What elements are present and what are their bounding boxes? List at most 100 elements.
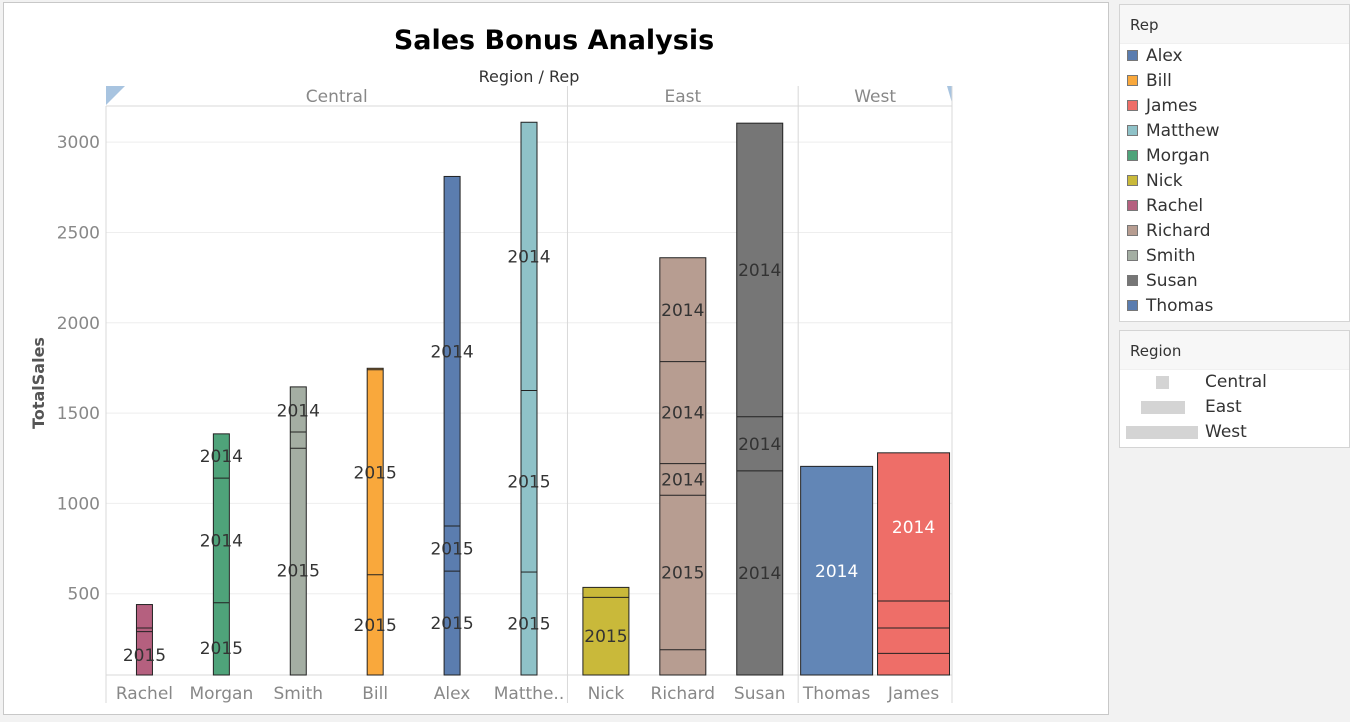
bar-data-label: 2014 bbox=[507, 247, 550, 267]
color-swatch bbox=[1127, 300, 1138, 311]
region-legend: Region Central East West bbox=[1119, 330, 1350, 448]
color-swatch bbox=[1127, 250, 1138, 261]
x-tick-label: Smith bbox=[274, 684, 324, 704]
x-tick-label: James bbox=[887, 684, 939, 704]
rep-legend-item[interactable]: Matthew bbox=[1120, 119, 1349, 144]
color-swatch bbox=[1127, 100, 1138, 111]
color-swatch bbox=[1127, 175, 1138, 186]
bar-data-label: 2015 bbox=[661, 564, 704, 584]
bar-data-label: 2015 bbox=[123, 646, 166, 666]
color-swatch bbox=[1127, 50, 1138, 61]
rep-legend-label: Morgan bbox=[1146, 146, 1210, 166]
color-swatch bbox=[1127, 150, 1138, 161]
x-tick-label: Alex bbox=[434, 684, 471, 704]
rep-legend-label: Nick bbox=[1146, 171, 1183, 191]
region-legend-item[interactable]: East bbox=[1120, 395, 1349, 420]
rep-legend-label: Smith bbox=[1146, 246, 1196, 266]
bar-data-label: 2015 bbox=[584, 627, 627, 647]
bar-susan bbox=[736, 122, 784, 676]
bar-richard bbox=[659, 257, 707, 676]
x-tick-label: Morgan bbox=[189, 684, 253, 704]
y-tick-label: 2500 bbox=[57, 223, 100, 243]
rep-legend-item[interactable]: Richard bbox=[1120, 219, 1349, 244]
region-legend-items: Central East West bbox=[1120, 370, 1349, 445]
x-tick-label: Susan bbox=[734, 684, 786, 704]
x-tick-label: Richard bbox=[651, 684, 716, 704]
color-swatch bbox=[1127, 75, 1138, 86]
bar-data-label: 2014 bbox=[661, 301, 704, 321]
rep-legend-label: Alex bbox=[1146, 46, 1183, 66]
rep-legend-item[interactable]: Alex bbox=[1120, 44, 1349, 69]
y-tick-label: 1500 bbox=[57, 404, 100, 424]
bar-smith bbox=[289, 386, 307, 676]
bar-james bbox=[877, 452, 951, 676]
bar-data-label: 2014 bbox=[815, 562, 858, 582]
chart-panel: Sales Bonus Analysis Region / Rep TotalSal… bbox=[3, 2, 1109, 715]
bar-data-label: 2014 bbox=[738, 564, 781, 584]
region-header-west: West bbox=[854, 87, 896, 107]
region-legend-item[interactable]: Central bbox=[1120, 370, 1349, 395]
rep-legend-item[interactable]: Bill bbox=[1120, 69, 1349, 94]
column-header-label: Region / Rep bbox=[479, 67, 580, 86]
chart-title: Sales Bonus Analysis bbox=[394, 25, 714, 56]
region-legend-title: Region bbox=[1120, 331, 1349, 370]
size-mark bbox=[1156, 376, 1169, 389]
bar-data-label: 2014 bbox=[277, 401, 320, 421]
rep-legend-item[interactable]: Smith bbox=[1120, 244, 1349, 269]
x-tick-label: Matthe.. bbox=[494, 684, 564, 704]
bar-data-label: 2014 bbox=[200, 531, 243, 551]
bar-bill bbox=[366, 367, 384, 676]
rep-legend-label: Susan bbox=[1146, 271, 1198, 291]
bar-chart: Sales Bonus Analysis Region / Rep TotalSal… bbox=[29, 25, 953, 704]
color-swatch bbox=[1127, 125, 1138, 136]
x-tick-label: Rachel bbox=[116, 684, 173, 704]
rep-legend-item[interactable]: James bbox=[1120, 94, 1349, 119]
rep-legend-item[interactable]: Rachel bbox=[1120, 194, 1349, 219]
resize-handle-icon bbox=[106, 86, 125, 105]
rep-legend-items: Alex Bill James Matthew Morgan Nick Rachel Rich… bbox=[1120, 44, 1349, 319]
x-tick-label: Bill bbox=[362, 684, 388, 704]
region-legend-label: Central bbox=[1205, 372, 1267, 392]
bar-data-label: 2015 bbox=[277, 562, 320, 582]
bar-thomas bbox=[800, 465, 874, 676]
bar-data-label: 2015 bbox=[507, 615, 550, 635]
y-tick-label: 2000 bbox=[57, 314, 100, 334]
region-header-central: Central bbox=[306, 87, 368, 107]
color-swatch bbox=[1127, 275, 1138, 286]
bar-data-label: 2015 bbox=[507, 472, 550, 492]
y-axis-label: TotalSales bbox=[29, 337, 48, 429]
y-tick-label: 1000 bbox=[57, 494, 100, 514]
bar-nick bbox=[582, 586, 630, 676]
rep-legend-label: James bbox=[1146, 96, 1198, 116]
region-legend-label: West bbox=[1205, 422, 1247, 442]
rep-legend-item[interactable]: Nick bbox=[1120, 169, 1349, 194]
bar-data-label: 2014 bbox=[892, 518, 935, 538]
bar-data-label: 2015 bbox=[200, 639, 243, 659]
y-tick-label: 3000 bbox=[57, 133, 100, 153]
bar-matthew bbox=[520, 121, 538, 676]
x-tick-label: Thomas bbox=[802, 684, 871, 704]
bar-morgan bbox=[212, 433, 230, 676]
bar-data-label: 2015 bbox=[430, 540, 473, 560]
resize-handle-icon bbox=[947, 86, 952, 103]
bar-data-label: 2015 bbox=[354, 463, 397, 483]
bar-data-label: 2014 bbox=[738, 261, 781, 281]
rep-legend-title: Rep bbox=[1120, 5, 1349, 44]
rep-legend-item[interactable]: Susan bbox=[1120, 269, 1349, 294]
bar-data-label: 2014 bbox=[661, 404, 704, 424]
region-legend-item[interactable]: West bbox=[1120, 420, 1349, 445]
rep-legend: Rep Alex Bill James Matthew Morgan Nick Rachel… bbox=[1119, 4, 1350, 322]
rep-legend-item[interactable]: Morgan bbox=[1120, 144, 1349, 169]
bar-data-label: 2014 bbox=[430, 342, 473, 362]
bar-alex bbox=[443, 175, 461, 676]
x-tick-label: Nick bbox=[588, 684, 625, 704]
rep-legend-item[interactable]: Thomas bbox=[1120, 294, 1349, 319]
bar-data-label: 2014 bbox=[661, 471, 704, 491]
rep-legend-label: Bill bbox=[1146, 71, 1172, 91]
rep-legend-label: Rachel bbox=[1146, 196, 1204, 216]
size-mark bbox=[1141, 401, 1185, 414]
bar-data-label: 2014 bbox=[738, 435, 781, 455]
color-swatch bbox=[1127, 225, 1138, 236]
rep-legend-label: Thomas bbox=[1146, 296, 1214, 316]
bar-data-label: 2014 bbox=[200, 447, 243, 467]
